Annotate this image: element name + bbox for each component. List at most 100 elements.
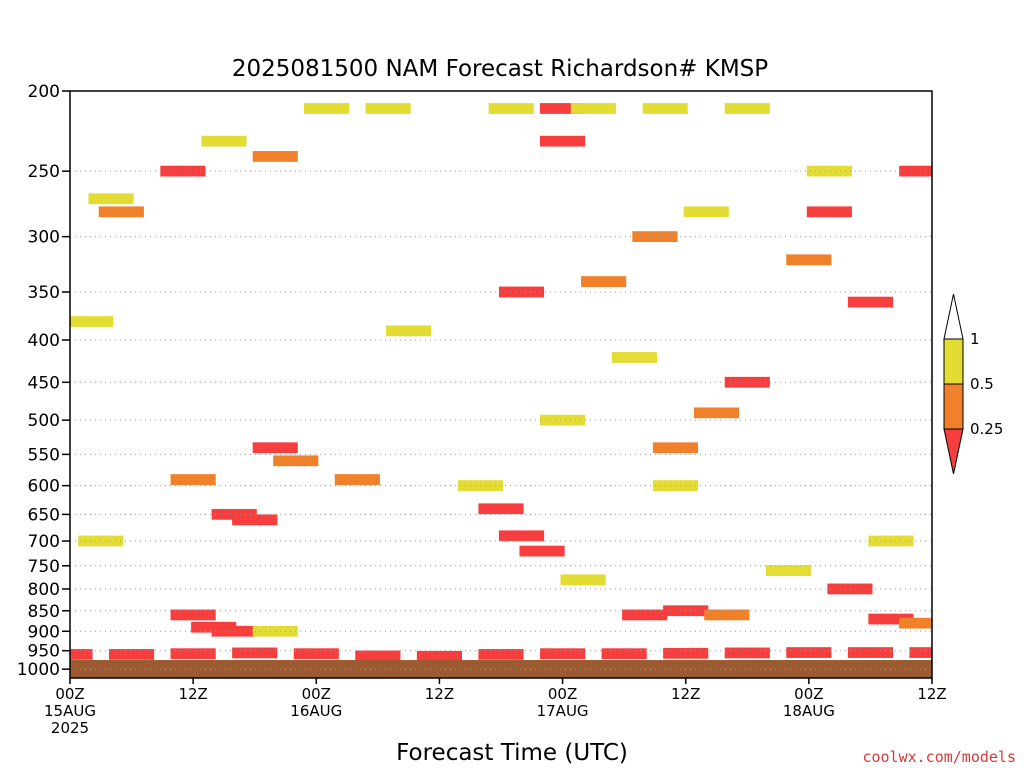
- y-tick-label: 850: [28, 602, 60, 622]
- heatmap-cell: [724, 647, 770, 659]
- y-tick-label: 650: [28, 505, 60, 525]
- heatmap-cell: [539, 648, 586, 660]
- heatmap-cell: [765, 565, 811, 576]
- heatmap-cell: [365, 103, 411, 114]
- heatmap-cell: [160, 165, 206, 177]
- x-tick-label: 2025: [51, 719, 89, 737]
- y-tick-label: 450: [28, 373, 60, 393]
- y-tick-label: 550: [28, 445, 60, 465]
- x-axis-title: Forecast Time (UTC): [396, 740, 628, 766]
- heatmap-cell: [170, 474, 216, 485]
- heatmap-cell: [386, 325, 432, 337]
- heatmap-cell: [170, 609, 216, 621]
- heatmap-cell: [303, 103, 350, 114]
- x-tick-label: 12Z: [671, 685, 700, 703]
- heatmap-cell: [539, 103, 586, 114]
- legend-label: 0.5: [970, 375, 994, 393]
- heatmap-cell: [786, 647, 832, 658]
- heatmap-cell: [847, 296, 894, 308]
- heatmap-cell: [868, 613, 914, 625]
- x-tick-label: 15AUG: [44, 702, 96, 720]
- x-tick-label: 00Z: [302, 685, 331, 703]
- x-tick-label: 18AUG: [783, 702, 835, 720]
- heatmap-cell: [498, 286, 545, 298]
- heatmap-cell: [88, 193, 134, 205]
- heatmap-cell: [806, 165, 852, 177]
- x-tick-label: 00Z: [548, 685, 577, 703]
- plot-frame: [69, 90, 933, 679]
- heatmap-cell: [539, 414, 586, 426]
- x-tick-label: 17AUG: [537, 702, 589, 720]
- heatmap-cell: [539, 135, 586, 147]
- chart-title: 2025081500 NAM Forecast Richardson# KMSP: [232, 56, 768, 82]
- y-tick-label: 700: [28, 532, 60, 552]
- heatmap-cell: [693, 407, 740, 419]
- heatmap-cell: [909, 647, 932, 658]
- heatmap-cell: [611, 352, 657, 363]
- heatmap-cell: [70, 649, 93, 660]
- heatmap-cell: [478, 503, 524, 515]
- heatmap-cell: [601, 648, 647, 660]
- heatmap-cell: [786, 254, 832, 266]
- y-tick-label: 950: [28, 642, 60, 662]
- y-tick-label: 900: [28, 622, 60, 642]
- heatmap-cell: [724, 103, 770, 114]
- heatmap-cell: [488, 103, 534, 114]
- heatmap-cell: [211, 625, 257, 637]
- heatmap-cell: [334, 474, 380, 485]
- x-tick-label: 00Z: [794, 685, 823, 703]
- heatmap-cell: [724, 376, 770, 388]
- ground-band: [70, 660, 932, 678]
- heatmap-cell: [519, 545, 565, 557]
- heatmap-cell: [663, 647, 709, 659]
- heatmap-cell: [642, 103, 688, 114]
- y-tick-label: 250: [28, 162, 60, 182]
- grid-lines: [70, 170, 932, 670]
- y-axis: 200 250 300 350 400 450 500 550 600 650 700 750 8008…: [17, 82, 70, 680]
- legend-arrow-top: [943, 293, 964, 340]
- heatmap-cell: [252, 442, 298, 454]
- heatmap-cell: [652, 442, 699, 454]
- x-tick-label: 12Z: [425, 685, 454, 703]
- x-tick-label: 00Z: [55, 685, 84, 703]
- x-tick-label: 16AUG: [290, 702, 342, 720]
- heatmap-cell: [560, 574, 606, 586]
- heatmap-cell: [827, 583, 873, 595]
- heatmap-cell: [899, 617, 932, 629]
- heatmap-cell: [570, 103, 616, 114]
- y-tick-label: 400: [28, 331, 60, 351]
- heatmap-cell: [293, 648, 339, 660]
- heatmap-cell: [70, 316, 114, 327]
- legend-swatch: [943, 383, 964, 430]
- heatmap-cell: [232, 514, 278, 526]
- heatmap-cell: [232, 647, 278, 659]
- heatmap-cell: [622, 609, 668, 621]
- heatmap-cell: [478, 649, 524, 660]
- heatmap-cell: [201, 135, 247, 147]
- x-tick-label: 12Z: [917, 685, 946, 703]
- heatmap-cells: [70, 103, 932, 662]
- legend-label: 1: [970, 330, 980, 348]
- heatmap-cell: [806, 206, 852, 218]
- heatmap-cell: [416, 650, 463, 662]
- y-tick-label: 1000: [17, 660, 60, 680]
- heatmap-cell: [632, 231, 678, 242]
- heatmap-cell: [581, 276, 627, 287]
- legend-arrow-bottom: [943, 428, 964, 475]
- heatmap-cell: [98, 206, 144, 218]
- heatmap-cell: [252, 151, 298, 162]
- heatmap-cell: [683, 206, 729, 218]
- credit-text: coolwx.com/models: [862, 748, 1016, 766]
- y-tick-label: 200: [28, 82, 60, 102]
- heatmap-cell: [108, 649, 155, 660]
- y-tick-label: 800: [28, 580, 60, 600]
- legend-label: 0.25: [970, 420, 1003, 438]
- heatmap-cell: [498, 530, 545, 542]
- heatmap-cell: [847, 647, 894, 658]
- y-tick-label: 350: [28, 283, 60, 303]
- y-tick-label: 750: [28, 557, 60, 577]
- legend-swatch: [943, 338, 964, 385]
- heatmap-cell: [704, 609, 750, 621]
